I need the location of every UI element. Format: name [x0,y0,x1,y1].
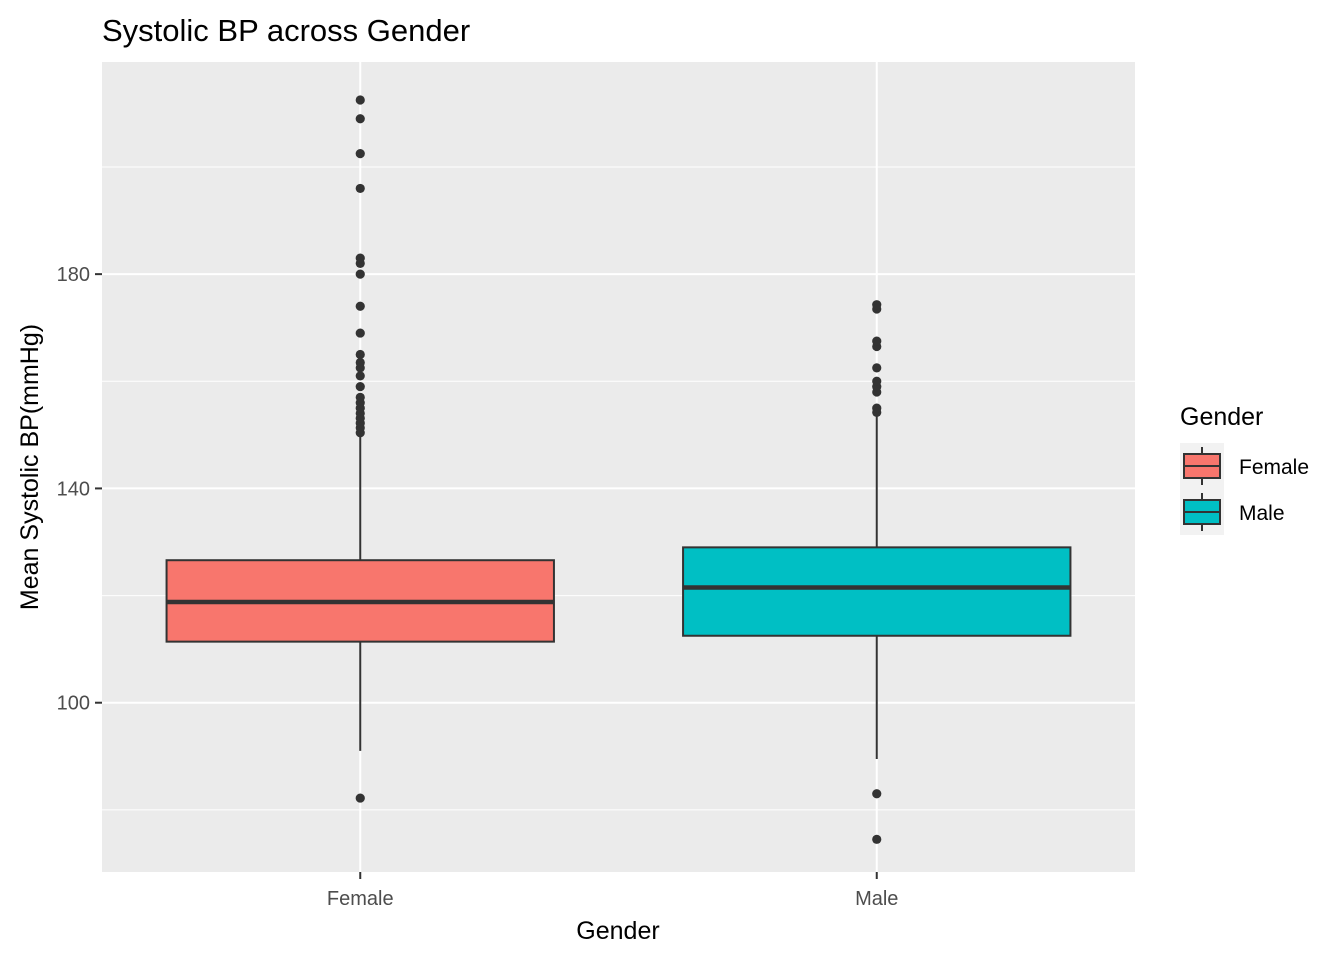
outlier-point [355,183,365,194]
outlier-point [355,269,365,279]
outlier-point [872,336,882,346]
y-tick-label: 100 [57,693,90,715]
outlier-point [355,349,365,360]
axis-ticks: 100 140 180 Female Male [57,264,899,910]
outlier-point [355,149,365,159]
outlier-point [355,301,365,311]
outlier-point [355,253,365,263]
outlier-point [355,371,365,381]
legend: Gender Female Male [1180,403,1309,535]
outlier-point [355,328,365,338]
plot-panel [102,62,1135,872]
outlier-point [355,95,365,105]
y-tick-label: 140 [57,478,90,500]
box-group-male [682,300,1072,844]
legend-title: Gender [1180,403,1263,431]
box-marks [165,95,1072,844]
y-tick-label: 180 [57,264,90,286]
outlier-point [355,357,365,368]
chart-title: Systolic BP across Gender [102,13,470,48]
x-tick-label: Female [327,888,394,910]
outlier-point [872,363,882,373]
outlier-point [872,834,882,844]
outlier-point [872,376,882,386]
x-axis-title: Gender [576,917,659,945]
box-group-female [165,95,555,803]
outlier-point [355,793,365,803]
legend-label: Female [1239,456,1309,479]
outlier-point [355,392,365,402]
iqr-box [682,546,1072,637]
legend-item-male: Male [1180,489,1285,535]
y-axis-title: Mean Systolic BP(mmHg) [16,324,44,610]
legend-label: Male [1239,502,1285,525]
outlier-point [872,403,882,413]
outlier-point [355,382,365,392]
outlier-point [872,789,882,799]
outlier-point [355,114,365,124]
legend-item-female: Female [1180,443,1309,489]
outlier-point [872,300,882,310]
x-tick-label: Male [855,888,898,910]
